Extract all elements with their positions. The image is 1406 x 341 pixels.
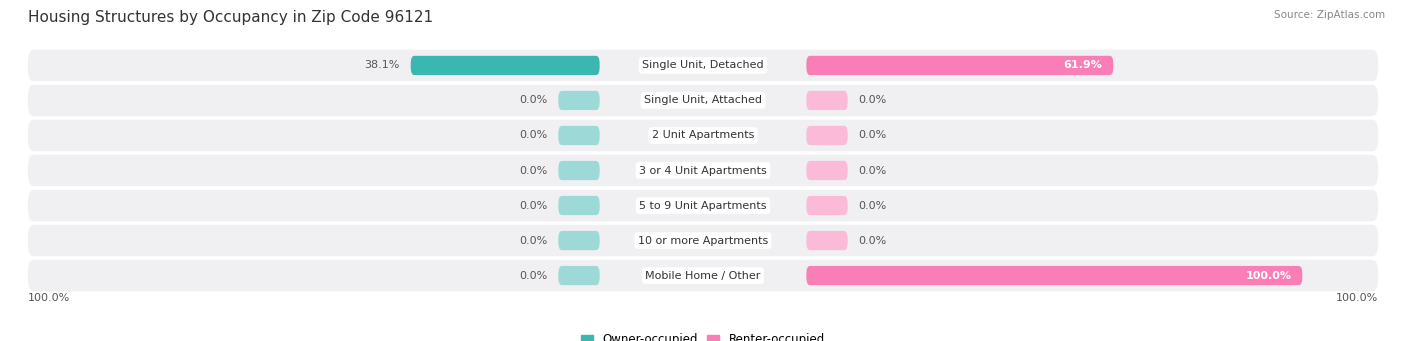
Text: Mobile Home / Other: Mobile Home / Other xyxy=(645,270,761,281)
Text: 0.0%: 0.0% xyxy=(519,131,547,140)
Text: 0.0%: 0.0% xyxy=(519,95,547,105)
FancyBboxPatch shape xyxy=(411,56,599,75)
Text: 0.0%: 0.0% xyxy=(859,201,887,210)
FancyBboxPatch shape xyxy=(558,126,599,145)
Text: 3 or 4 Unit Apartments: 3 or 4 Unit Apartments xyxy=(640,165,766,176)
Text: 0.0%: 0.0% xyxy=(859,95,887,105)
FancyBboxPatch shape xyxy=(28,190,1378,221)
Text: 100.0%: 100.0% xyxy=(1336,293,1378,303)
FancyBboxPatch shape xyxy=(807,91,848,110)
FancyBboxPatch shape xyxy=(28,120,1378,151)
FancyBboxPatch shape xyxy=(807,196,848,215)
Text: 2 Unit Apartments: 2 Unit Apartments xyxy=(652,131,754,140)
Text: 5 to 9 Unit Apartments: 5 to 9 Unit Apartments xyxy=(640,201,766,210)
FancyBboxPatch shape xyxy=(28,155,1378,186)
Legend: Owner-occupied, Renter-occupied: Owner-occupied, Renter-occupied xyxy=(576,329,830,341)
FancyBboxPatch shape xyxy=(28,225,1378,256)
FancyBboxPatch shape xyxy=(28,260,1378,291)
FancyBboxPatch shape xyxy=(558,266,599,285)
Text: 38.1%: 38.1% xyxy=(364,60,399,71)
Text: 61.9%: 61.9% xyxy=(1063,60,1102,71)
FancyBboxPatch shape xyxy=(558,231,599,250)
Text: Single Unit, Detached: Single Unit, Detached xyxy=(643,60,763,71)
Text: 10 or more Apartments: 10 or more Apartments xyxy=(638,236,768,246)
Text: 0.0%: 0.0% xyxy=(859,131,887,140)
Text: Housing Structures by Occupancy in Zip Code 96121: Housing Structures by Occupancy in Zip C… xyxy=(28,10,433,25)
FancyBboxPatch shape xyxy=(558,161,599,180)
Text: Single Unit, Attached: Single Unit, Attached xyxy=(644,95,762,105)
Text: 0.0%: 0.0% xyxy=(859,236,887,246)
FancyBboxPatch shape xyxy=(807,56,1114,75)
FancyBboxPatch shape xyxy=(807,266,1302,285)
FancyBboxPatch shape xyxy=(558,196,599,215)
FancyBboxPatch shape xyxy=(28,50,1378,81)
FancyBboxPatch shape xyxy=(28,85,1378,116)
FancyBboxPatch shape xyxy=(807,126,848,145)
FancyBboxPatch shape xyxy=(558,91,599,110)
Text: 0.0%: 0.0% xyxy=(519,236,547,246)
Text: 0.0%: 0.0% xyxy=(519,270,547,281)
FancyBboxPatch shape xyxy=(807,231,848,250)
Text: 100.0%: 100.0% xyxy=(28,293,70,303)
Text: 0.0%: 0.0% xyxy=(519,201,547,210)
Text: Source: ZipAtlas.com: Source: ZipAtlas.com xyxy=(1274,10,1385,20)
FancyBboxPatch shape xyxy=(807,161,848,180)
Text: 100.0%: 100.0% xyxy=(1246,270,1291,281)
Text: 0.0%: 0.0% xyxy=(519,165,547,176)
Text: 0.0%: 0.0% xyxy=(859,165,887,176)
